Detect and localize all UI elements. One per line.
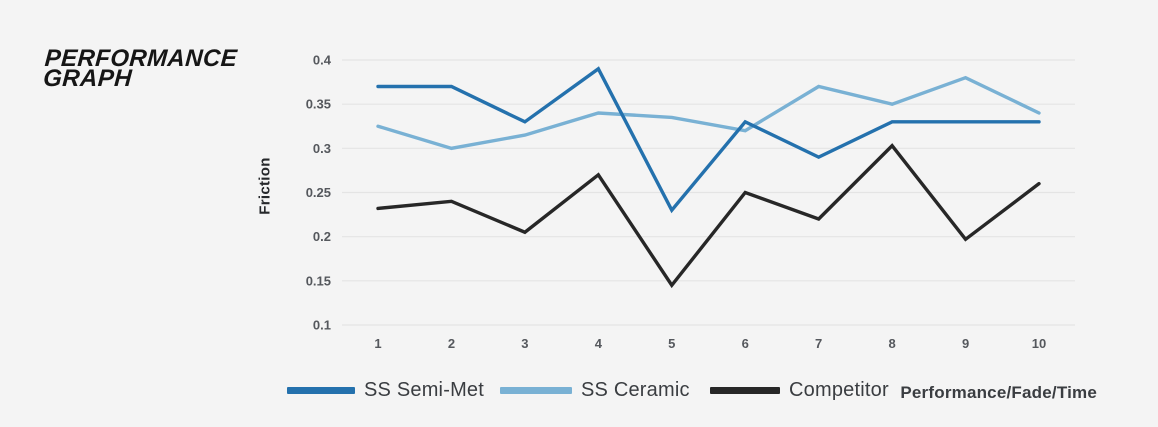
legend-swatch-competitor	[710, 386, 780, 394]
chart-legend: SS Semi-Met SS Ceramic Competitor	[0, 377, 1158, 403]
x-tick-label: 9	[962, 336, 969, 351]
series-line-competitor	[376, 143, 1041, 289]
x-axis-caption: Performance/Fade/Time	[900, 383, 1097, 402]
y-tick-label: 0.35	[306, 97, 331, 112]
y-tick-label: 0.3	[313, 141, 331, 156]
y-tick-label: 0.2	[313, 229, 331, 244]
legend-item-ss-ceramic: SS Ceramic	[500, 377, 690, 403]
x-tick-label: 5	[668, 336, 675, 351]
x-tick-label: 4	[595, 336, 603, 351]
x-tick-label: 1	[374, 336, 381, 351]
legend-label-ss-semi-met: SS Semi-Met	[364, 378, 485, 401]
x-tick-label: 7	[815, 336, 822, 351]
y-tick-label: 0.15	[306, 273, 331, 288]
y-tick-label: 0.4	[313, 53, 332, 68]
x-tick-label: 10	[1032, 336, 1046, 351]
x-tick-label: 2	[448, 336, 455, 351]
legend-swatch-ss-ceramic	[500, 386, 572, 394]
x-tick-label: 6	[742, 336, 749, 351]
x-tick-label: 8	[888, 336, 895, 351]
series-line-ss-ceramic	[376, 75, 1041, 151]
y-tick-label: 0.1	[313, 318, 331, 333]
legend-item-competitor: Competitor	[710, 377, 889, 403]
legend-label-competitor: Competitor	[789, 378, 889, 401]
legend-swatch-ss-semi-met	[287, 386, 355, 394]
x-tick-label: 3	[521, 336, 528, 351]
series-line-ss-semi-met	[376, 66, 1041, 214]
legend-label-ss-ceramic: SS Ceramic	[581, 378, 690, 401]
legend-item-ss-semi-met: SS Semi-Met	[287, 377, 484, 403]
y-tick-label: 0.25	[306, 185, 331, 200]
